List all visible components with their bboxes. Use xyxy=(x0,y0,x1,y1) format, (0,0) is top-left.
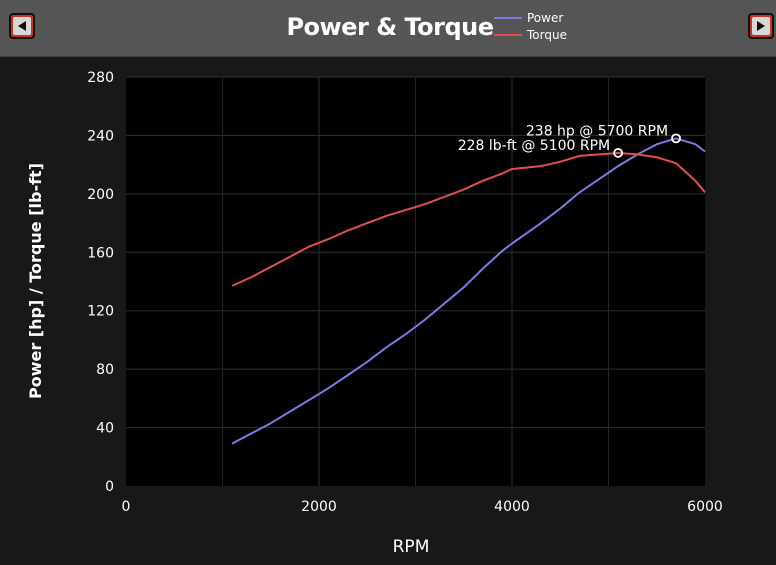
y-axis-label: Power [hp] / Torque [lb-ft] xyxy=(26,163,45,399)
x-tick-label: 0 xyxy=(122,499,131,515)
next-button[interactable] xyxy=(748,13,774,39)
series-line-torque xyxy=(231,152,706,287)
y-tick-label: 120 xyxy=(87,304,114,320)
y-tick-label: 240 xyxy=(87,128,114,144)
y-tick-label: 160 xyxy=(87,245,114,261)
legend-swatch-torque xyxy=(494,34,522,36)
y-tick-label: 80 xyxy=(96,362,114,378)
series-line-power xyxy=(231,137,706,445)
y-axis-ticks: 0 40 80 120 160 200 240 280 xyxy=(87,70,114,495)
y-tick-label: 200 xyxy=(87,187,114,203)
peak-marker xyxy=(671,133,681,144)
legend-label-power: Power xyxy=(527,11,564,25)
y-tick-label: 0 xyxy=(105,479,114,495)
triangle-right-icon xyxy=(757,21,765,31)
grid xyxy=(126,76,705,486)
y-tick-label: 40 xyxy=(96,421,114,437)
peak-markers xyxy=(613,133,681,158)
x-tick-label: 4000 xyxy=(494,499,530,515)
previous-button[interactable] xyxy=(9,13,35,39)
chart-title: Power & Torque xyxy=(286,13,494,41)
series-lines xyxy=(231,137,706,445)
triangle-left-icon xyxy=(18,21,26,31)
annotation-label: 228 lb-ft @ 5100 RPM xyxy=(458,138,610,154)
legend-label-torque: Torque xyxy=(527,28,567,42)
peak-marker xyxy=(613,148,624,158)
legend-swatch-power xyxy=(494,17,522,19)
y-tick-label: 280 xyxy=(87,70,114,86)
chart-header: Power & Torque Power Torque xyxy=(0,0,776,57)
x-axis-label: RPM xyxy=(393,537,430,557)
x-tick-label: 2000 xyxy=(301,499,337,515)
annotation-label: 238 hp @ 5700 RPM xyxy=(526,123,668,139)
x-axis-ticks: 0 2000 4000 6000 xyxy=(122,499,723,515)
power-torque-chart: 0 40 80 120 160 200 240 280 0 2000 4000 6000 228 l… xyxy=(26,70,723,557)
x-tick-label: 6000 xyxy=(687,499,723,515)
